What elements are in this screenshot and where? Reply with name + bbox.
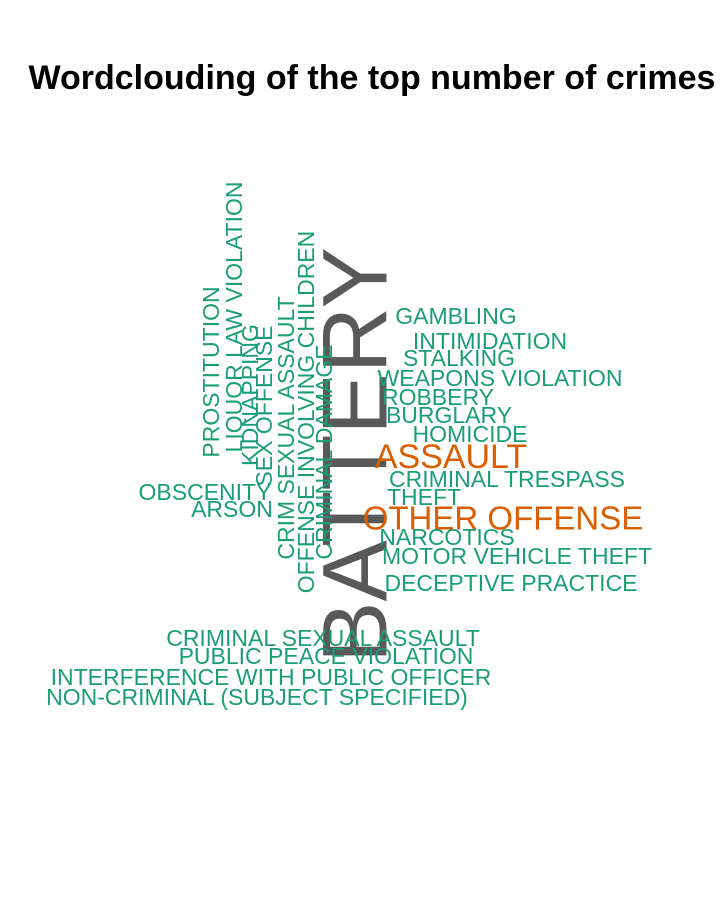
word-stalking: STALKING <box>403 345 515 371</box>
word-criminal-trespass: CRIMINAL TRESPASS <box>389 466 625 492</box>
word-intimidation: INTIMIDATION <box>413 328 567 354</box>
word-other-offense: OTHER OFFENSE <box>363 500 644 537</box>
word-crim-sexual-assault: CRIM SEXUAL ASSAULT <box>273 296 299 559</box>
word-assault: ASSAULT <box>375 438 527 476</box>
word-motor-vehicle-theft: MOTOR VEHICLE THEFT <box>382 543 652 569</box>
word-prostitution: PROSTITUTION <box>198 286 224 457</box>
word-interference-with-public-officer: INTERFERENCE WITH PUBLIC OFFICER <box>51 664 492 690</box>
word-criminal-damage: CRIMINAL DAMAGE <box>311 344 337 559</box>
word-criminal-sexual-assault: CRIMINAL SEXUAL ASSAULT <box>166 625 480 651</box>
word-sex-offense: SEX OFFENSE <box>251 325 277 486</box>
word-robbery: ROBBERY <box>382 384 494 410</box>
word-offense-involving-children: OFFENSE INVOLVING CHILDREN <box>293 231 319 594</box>
word-gambling: GAMBLING <box>395 303 516 329</box>
chart-title: Wordclouding of the top number of crimes <box>29 59 716 97</box>
word-kidnapping: KIDNAPPING <box>237 324 263 466</box>
word-homicide: HOMICIDE <box>413 421 528 447</box>
word-theft: THEFT <box>387 484 461 510</box>
word-battery: BATTERY <box>304 247 406 663</box>
word-obscenity: OBSCENITY <box>139 479 272 505</box>
word-non-criminal-subject-specified: NON-CRIMINAL (SUBJECT SPECIFIED) <box>46 684 468 710</box>
word-narcotics: NARCOTICS <box>379 524 514 550</box>
word-public-peace-violation: PUBLIC PEACE VIOLATION <box>179 643 474 669</box>
word-weapons-violation: WEAPONS VIOLATION <box>378 365 623 391</box>
word-burglary: BURGLARY <box>386 402 512 428</box>
word-deceptive-practice: DECEPTIVE PRACTICE <box>384 570 637 596</box>
word-arson: ARSON <box>191 496 273 522</box>
word-liquor-law-violation: LIQUOR LAW VIOLATION <box>221 182 247 453</box>
